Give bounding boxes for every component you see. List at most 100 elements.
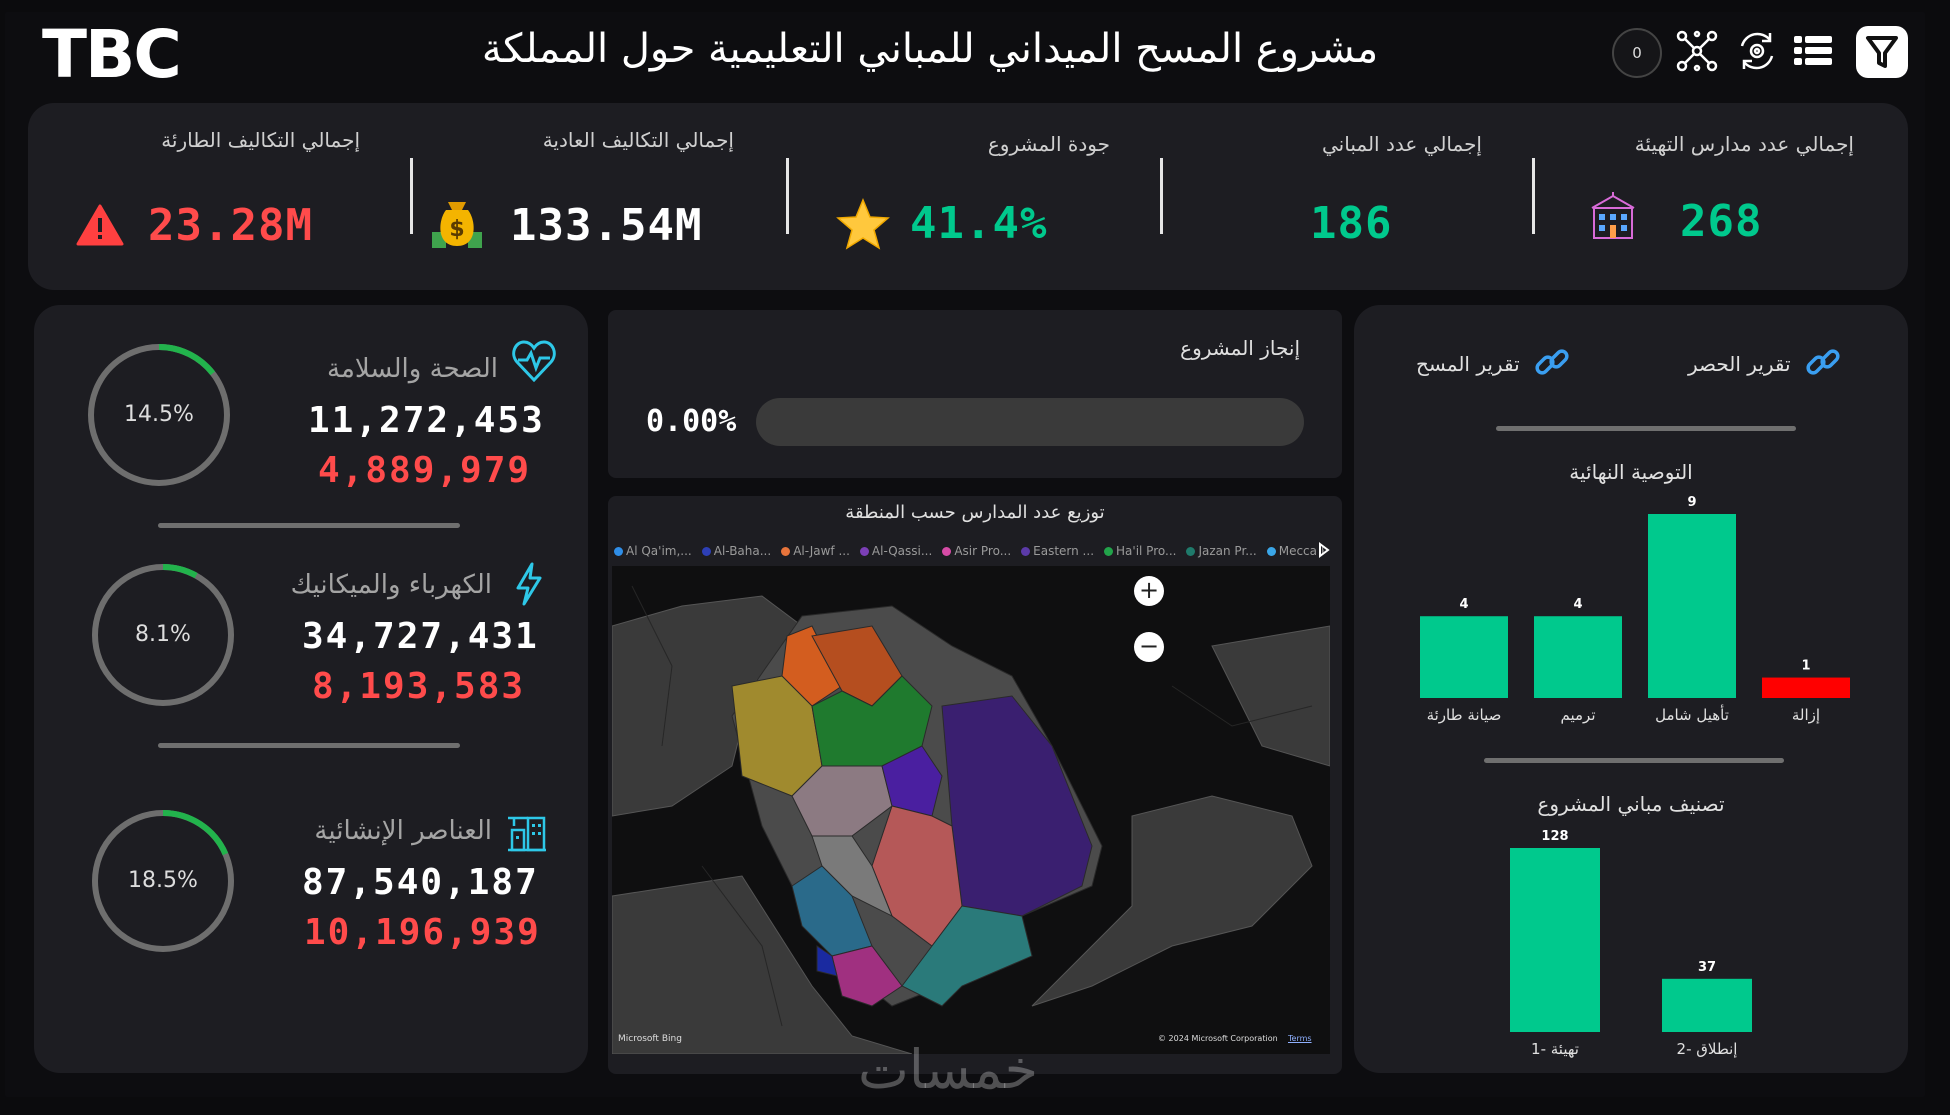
category-emergency: 4,889,979 [318, 450, 532, 491]
map-title: توزيع عدد المدارس حسب المنطقة [845, 502, 1105, 523]
bar[interactable] [1662, 978, 1752, 1032]
kpi-schools-value: 268 [1680, 196, 1763, 247]
kpi-quality-value: 41.4% [910, 198, 1048, 249]
legend-label: Al-Qassi... [871, 544, 933, 558]
bar[interactable] [1510, 848, 1600, 1032]
kpi-normal-costs-value: 133.54M [510, 200, 703, 251]
classification-bar-chart: 37 إنطلاق -2 128 تهيئة -1 [1510, 829, 1752, 1058]
section-separator [1484, 758, 1784, 763]
money-bag-icon: $ [430, 196, 484, 254]
progress-value: 0.00% [646, 404, 737, 439]
sync-icon[interactable] [1734, 28, 1780, 78]
legend-dot [1186, 546, 1196, 556]
ring-structural-elements [90, 808, 236, 958]
legend-label: Mecca P... [1278, 544, 1324, 558]
legend-item[interactable]: Eastern ... [1021, 542, 1094, 560]
category-total: 11,272,453 [308, 400, 545, 441]
map-legend: Al Qa'im,... Al-Baha... Al-Jawf ... Al-Qass… [614, 542, 1324, 560]
category-emergency: 8,193,583 [312, 666, 526, 707]
kpi-schools-label: إجمالي عدد مدارس التهيئة [1634, 132, 1854, 156]
watermark: خمسات [858, 1038, 1039, 1101]
legend-label: Al-Jawf ... [793, 544, 850, 558]
bar[interactable] [1648, 514, 1736, 698]
bar-category-label: تأهيل شامل [1655, 704, 1729, 724]
network-icon[interactable] [1674, 28, 1720, 78]
category-separator [158, 523, 460, 528]
lightning-icon [514, 562, 544, 610]
kpi-emergency-costs-label: إجمالي التكاليف الطارئة [161, 128, 360, 152]
progress-track [756, 398, 1304, 446]
category-total: 34,727,431 [302, 616, 539, 657]
bar-category-label: إنطلاق -2 [1677, 1040, 1738, 1058]
progress-title: إنجاز المشروع [1180, 336, 1300, 360]
category-title: الكهرباء والميكانيك [290, 570, 492, 600]
map-attribution-ms: © 2024 Microsoft Corporation [1158, 1034, 1278, 1043]
map-terms-link[interactable]: Terms [1288, 1034, 1312, 1043]
legend-item[interactable]: Jazan Pr... [1186, 542, 1257, 560]
legend-label: Asir Pro... [954, 544, 1012, 558]
survey-report-label: تقرير المسح [1416, 352, 1520, 376]
legend-next-arrow-icon[interactable] [1318, 542, 1330, 562]
legend-item[interactable]: Asir Pro... [942, 542, 1011, 560]
heart-pulse-icon [512, 340, 556, 386]
kpi-quality-label: جودة المشروع [987, 132, 1110, 156]
legend-item[interactable]: Al-Baha... [701, 542, 772, 560]
notification-count-badge[interactable]: 0 [1612, 28, 1662, 78]
legend-item[interactable]: Al-Qassi... [859, 542, 933, 560]
warning-icon [76, 204, 124, 250]
section-separator [1496, 426, 1796, 431]
legend-label: Jazan Pr... [1198, 544, 1257, 558]
list-icon[interactable] [1792, 30, 1834, 76]
ring-electrical-mechanical [90, 562, 236, 712]
bar-value-label: 4 [1459, 597, 1468, 612]
progress-panel [608, 310, 1342, 478]
svg-text:$: $ [449, 217, 464, 242]
legend-item[interactable]: Al-Jawf ... [781, 542, 850, 560]
legend-item[interactable]: Mecca P... [1266, 542, 1324, 560]
region-map[interactable]: + − Microsoft Bing © 2024 Microsoft Corp… [612, 566, 1330, 1054]
bar-value-label: 1 [1801, 659, 1810, 674]
chart-title-classification: تصنيف مباني المشروع [1537, 792, 1725, 816]
bar[interactable] [1420, 616, 1508, 698]
legend-dot [859, 546, 869, 556]
category-emergency: 10,196,939 [304, 912, 541, 953]
category-separator [158, 743, 460, 748]
ring-percent-label: 14.5% [124, 402, 194, 427]
legend-item[interactable]: Al Qa'im,... [614, 542, 692, 560]
filter-icon[interactable] [1856, 26, 1908, 78]
construction-icon [506, 812, 548, 856]
legend-item[interactable]: Ha'il Pro... [1104, 542, 1176, 560]
survey-report-link[interactable]: تقرير المسح [1416, 344, 1570, 384]
bar-value-label: 37 [1698, 960, 1716, 975]
map-zoom-out-button[interactable]: − [1134, 632, 1164, 662]
legend-label: Al-Baha... [713, 544, 772, 558]
bar-value-label: 128 [1541, 829, 1568, 844]
inventory-report-link[interactable]: تقرير الحصر [1688, 344, 1841, 384]
chart-title-recommendation: التوصية النهائية [1569, 460, 1693, 484]
map-zoom-in-button[interactable]: + [1134, 576, 1164, 606]
inventory-report-label: تقرير الحصر [1688, 352, 1791, 376]
page-title: مشروع المسح الميداني للمباني التعليمية ح… [481, 26, 1379, 72]
logo: TBC [42, 16, 182, 93]
bar[interactable] [1534, 616, 1622, 698]
link-icon [1534, 344, 1570, 384]
star-icon [836, 198, 890, 254]
bar-category-label: تهيئة -1 [1531, 1040, 1579, 1058]
legend-dot [1266, 546, 1276, 556]
kpi-separator [786, 158, 789, 234]
bar-category-label: صيانة طارئة [1427, 706, 1502, 724]
ring-health-safety [86, 342, 232, 492]
legend-label: Eastern ... [1033, 544, 1095, 558]
kpi-separator [1160, 158, 1163, 234]
legend-dot [942, 546, 952, 556]
bar[interactable] [1762, 677, 1850, 698]
link-icon [1805, 344, 1841, 384]
ring-percent-label: 18.5% [128, 868, 198, 893]
legend-dot [781, 546, 791, 556]
kpi-buildings-label: إجمالي عدد المباني [1322, 132, 1482, 156]
kpi-normal-costs-label: إجمالي التكاليف العادية [542, 128, 734, 152]
kpi-separator [1532, 158, 1535, 234]
bar-category-label: ترميم [1561, 706, 1596, 724]
category-total: 87,540,187 [302, 862, 539, 903]
ring-percent-label: 8.1% [135, 622, 191, 647]
